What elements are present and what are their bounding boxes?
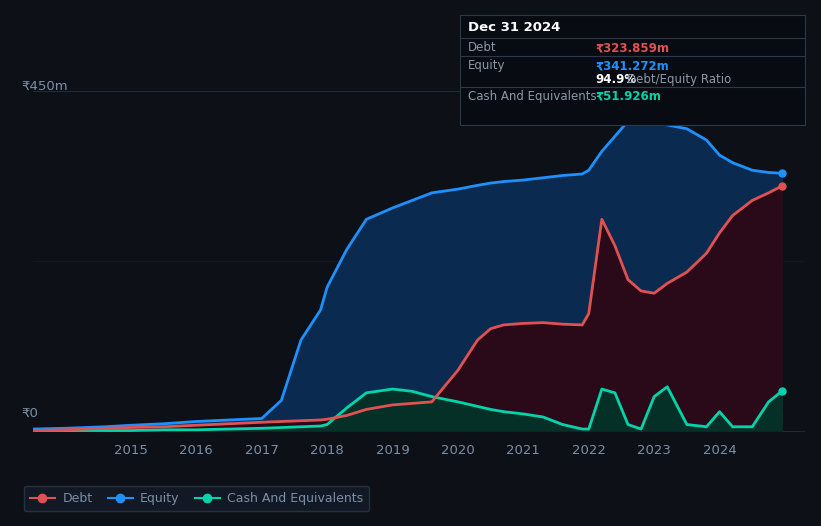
Text: ₹51.926m: ₹51.926m bbox=[595, 90, 662, 103]
Text: 94.9%: 94.9% bbox=[595, 73, 636, 86]
Text: ₹450m: ₹450m bbox=[21, 79, 68, 93]
Legend: Debt, Equity, Cash And Equivalents: Debt, Equity, Cash And Equivalents bbox=[24, 486, 369, 511]
Text: Cash And Equivalents: Cash And Equivalents bbox=[468, 90, 597, 103]
Text: Debt/Equity Ratio: Debt/Equity Ratio bbox=[626, 73, 731, 86]
Text: Dec 31 2024: Dec 31 2024 bbox=[468, 22, 561, 34]
Text: Debt: Debt bbox=[468, 42, 497, 54]
Text: ₹323.859m: ₹323.859m bbox=[595, 42, 669, 54]
Text: ₹0: ₹0 bbox=[21, 407, 38, 420]
Text: ₹341.272m: ₹341.272m bbox=[595, 59, 669, 72]
Text: Equity: Equity bbox=[468, 59, 506, 72]
